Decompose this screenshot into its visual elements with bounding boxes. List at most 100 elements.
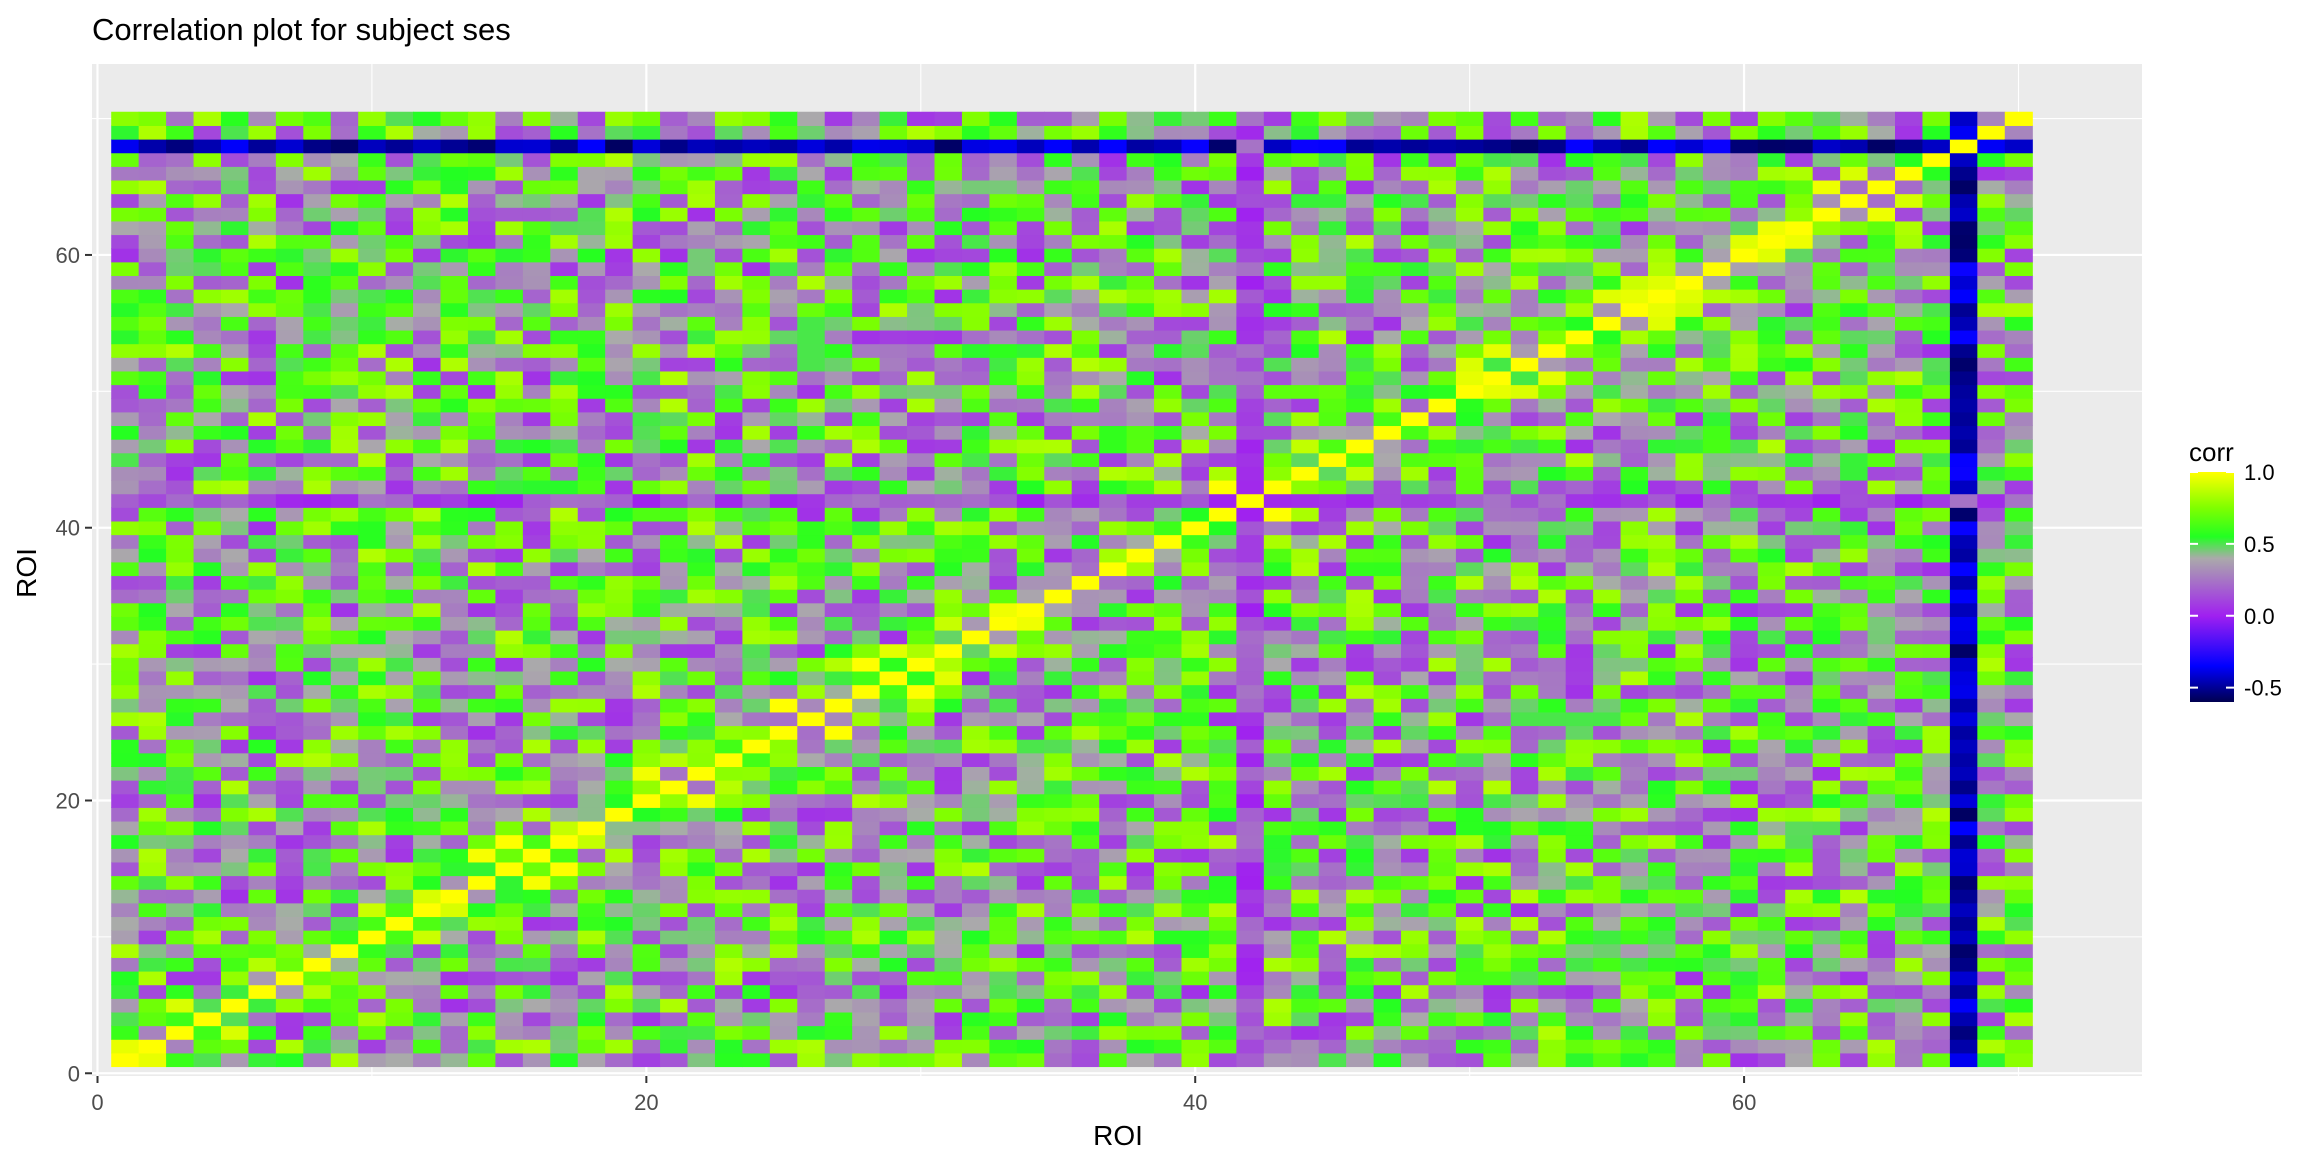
heatmap-cell — [1593, 248, 1622, 263]
heatmap-cell — [2004, 357, 2033, 372]
heatmap-cell — [275, 493, 304, 508]
heatmap-cell — [1565, 179, 1594, 195]
heatmap-cell — [1291, 179, 1320, 195]
heatmap-cell — [1346, 261, 1375, 277]
heatmap-cell — [166, 698, 195, 713]
heatmap-cell — [660, 902, 689, 918]
heatmap-cell — [1483, 329, 1512, 345]
heatmap-cell — [577, 630, 606, 645]
heatmap-cell — [1840, 370, 1869, 386]
heatmap-cell — [1401, 207, 1430, 222]
heatmap-cell — [1675, 630, 1704, 645]
heatmap-cell — [1318, 602, 1347, 617]
heatmap-cell — [687, 220, 716, 236]
heatmap-cell — [1812, 930, 1841, 945]
heatmap-cell — [1593, 179, 1622, 195]
heatmap-cell — [1812, 207, 1841, 222]
heatmap-cell — [687, 752, 716, 767]
heatmap-cell — [1867, 807, 1896, 822]
heatmap-cell — [1785, 357, 1814, 372]
heatmap-cell — [1757, 970, 1786, 986]
heatmap-cell — [1318, 739, 1347, 754]
heatmap-cell — [1346, 548, 1375, 563]
heatmap-cell — [166, 452, 195, 467]
heatmap-cell — [1208, 302, 1237, 317]
heatmap-cell — [1702, 316, 1731, 331]
heatmap-cell — [1867, 739, 1896, 754]
heatmap-cell — [1044, 125, 1073, 140]
heatmap-cell — [797, 698, 826, 713]
heatmap-cell — [1565, 1025, 1594, 1040]
heatmap-cell — [413, 889, 442, 904]
heatmap-cell — [632, 698, 661, 713]
heatmap-cell — [1785, 684, 1814, 699]
heatmap-cell — [769, 398, 798, 413]
heatmap-cell — [1812, 725, 1841, 740]
heatmap-cell — [907, 398, 936, 413]
heatmap-cell — [1071, 930, 1100, 945]
heatmap-cell — [879, 561, 908, 577]
heatmap-cell — [1620, 248, 1649, 263]
heatmap-cell — [1428, 902, 1457, 918]
heatmap-cell — [220, 207, 250, 222]
heatmap-cell — [248, 602, 277, 617]
heatmap-cell — [1483, 425, 1512, 440]
heatmap-cell — [1291, 739, 1320, 754]
heatmap-cell — [248, 261, 277, 277]
heatmap-cell — [1648, 684, 1677, 699]
heatmap-cell — [687, 861, 716, 877]
heatmap-cell — [1895, 902, 1924, 918]
heatmap-cell — [1702, 943, 1731, 958]
legend-tick-label: 0.0 — [2244, 604, 2275, 629]
heatmap-cell — [687, 630, 716, 645]
heatmap-cell — [1154, 111, 1183, 126]
heatmap-cell — [852, 439, 881, 454]
heatmap-cell — [1126, 930, 1155, 945]
heatmap-cell — [1044, 507, 1073, 522]
heatmap-cell — [1702, 657, 1731, 672]
heatmap-cell — [1895, 1039, 1924, 1054]
heatmap-cell — [1346, 752, 1375, 767]
heatmap-cell — [358, 316, 387, 331]
heatmap-cell — [605, 548, 634, 563]
heatmap-cell — [522, 889, 551, 904]
heatmap-cell — [248, 616, 277, 631]
heatmap-cell — [1648, 193, 1677, 208]
heatmap-cell — [1346, 275, 1375, 290]
heatmap-cell — [138, 793, 167, 808]
heatmap-cell — [1099, 493, 1128, 508]
heatmap-cell — [1236, 752, 1265, 767]
heatmap-cell — [1565, 780, 1594, 795]
heatmap-cell — [660, 670, 689, 686]
heatmap-cell — [303, 1039, 332, 1054]
heatmap-cell — [1099, 139, 1128, 154]
heatmap-cell — [1675, 684, 1704, 699]
heatmap-cell — [1016, 261, 1045, 277]
heatmap-cell — [1373, 152, 1402, 167]
heatmap-cell — [138, 125, 167, 140]
heatmap-cell — [1785, 711, 1814, 727]
heatmap-cell — [1455, 302, 1484, 317]
heatmap-cell — [1949, 316, 1978, 331]
heatmap-cell — [440, 166, 469, 181]
heatmap-cell — [1483, 193, 1512, 208]
heatmap-cell — [1922, 943, 1951, 958]
heatmap-cell — [605, 425, 634, 440]
heatmap-cell — [550, 234, 579, 249]
heatmap-cell — [660, 698, 689, 713]
heatmap-cell — [303, 166, 332, 181]
heatmap-cell — [275, 575, 304, 590]
heatmap-cell — [413, 834, 442, 849]
heatmap-cell — [1785, 875, 1814, 890]
heatmap-cell — [1922, 875, 1951, 890]
heatmap-cell — [467, 425, 497, 440]
heatmap-cell — [522, 793, 551, 808]
heatmap-cell — [495, 670, 524, 686]
heatmap-cell — [605, 220, 634, 236]
heatmap-cell — [1236, 234, 1265, 249]
heatmap-cell — [934, 916, 963, 931]
heatmap-cell — [824, 807, 853, 822]
heatmap-cell — [1730, 439, 1759, 454]
heatmap-cell — [1181, 820, 1210, 836]
heatmap-cell — [1702, 329, 1731, 345]
